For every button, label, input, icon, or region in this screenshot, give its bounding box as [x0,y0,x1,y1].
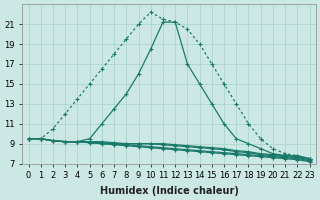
X-axis label: Humidex (Indice chaleur): Humidex (Indice chaleur) [100,186,238,196]
